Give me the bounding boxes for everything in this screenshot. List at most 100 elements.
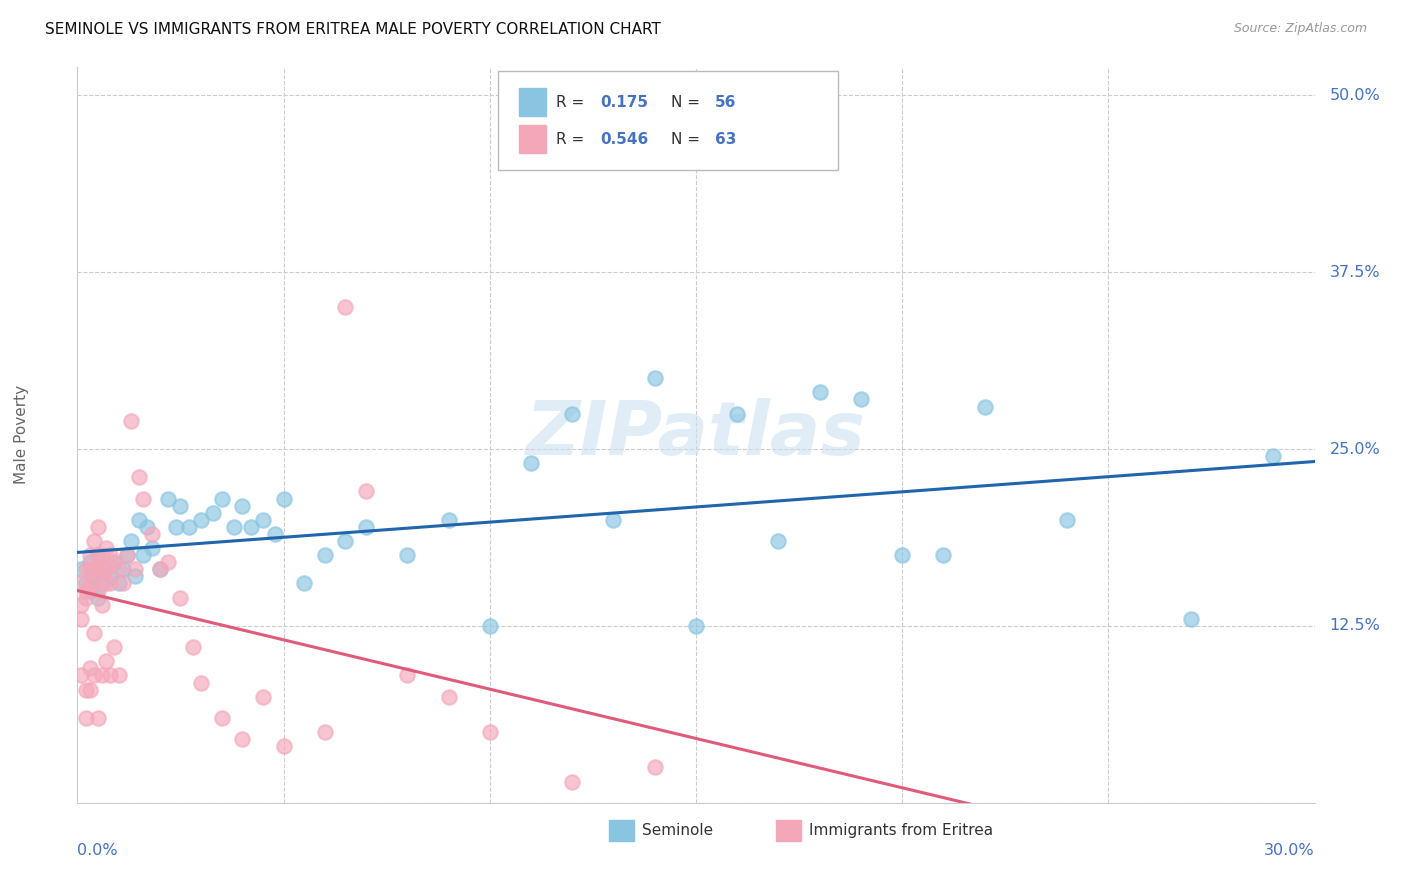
Point	[115, 548, 138, 562]
Point	[70, 598, 93, 612]
Point	[83, 562, 105, 576]
Point	[354, 520, 377, 534]
Text: Seminole: Seminole	[641, 823, 713, 838]
Point	[561, 407, 583, 421]
Point	[181, 640, 204, 654]
Point	[98, 548, 121, 562]
Point	[849, 392, 872, 407]
Point	[141, 527, 163, 541]
Point	[561, 774, 583, 789]
Text: 25.0%: 25.0%	[1330, 442, 1381, 457]
Text: 37.5%: 37.5%	[1330, 265, 1381, 279]
Point	[103, 555, 125, 569]
Point	[1180, 612, 1202, 626]
Point	[87, 520, 110, 534]
Point	[808, 385, 831, 400]
Point	[91, 576, 114, 591]
Text: 63: 63	[714, 131, 735, 146]
Point	[98, 668, 121, 682]
Point	[891, 548, 914, 562]
Point	[120, 533, 142, 548]
Point	[103, 555, 125, 569]
Point	[107, 562, 129, 576]
Point	[96, 562, 118, 576]
Point	[768, 533, 790, 548]
Point	[70, 612, 93, 626]
Text: 50.0%: 50.0%	[1330, 87, 1381, 103]
Point	[98, 576, 121, 591]
Point	[111, 562, 134, 576]
Point	[87, 591, 110, 605]
Point	[87, 548, 110, 562]
Point	[96, 654, 118, 668]
Text: 56: 56	[714, 95, 735, 110]
Point	[83, 668, 105, 682]
Point	[211, 711, 233, 725]
Text: Male Poverty: Male Poverty	[14, 385, 30, 484]
Point	[396, 548, 419, 562]
Point	[314, 548, 336, 562]
Point	[644, 760, 666, 774]
FancyBboxPatch shape	[498, 70, 838, 170]
Text: 12.5%: 12.5%	[1330, 618, 1381, 633]
Point	[252, 513, 274, 527]
Point	[973, 400, 995, 414]
Point	[103, 640, 125, 654]
Point	[141, 541, 163, 555]
Point	[165, 520, 187, 534]
Point	[124, 569, 146, 583]
Point	[83, 569, 105, 583]
Point	[75, 682, 97, 697]
Point	[169, 499, 191, 513]
Point	[231, 499, 253, 513]
Point	[79, 661, 101, 675]
Point	[685, 619, 707, 633]
Point	[87, 548, 110, 562]
Point	[70, 668, 93, 682]
Point	[79, 583, 101, 598]
Point	[107, 668, 129, 682]
Point	[396, 668, 419, 682]
Point	[273, 491, 295, 506]
Text: 0.546: 0.546	[600, 131, 650, 146]
Point	[239, 520, 262, 534]
Point	[75, 562, 97, 576]
Point	[273, 739, 295, 754]
Point	[98, 569, 121, 583]
Point	[96, 576, 118, 591]
Point	[190, 513, 212, 527]
Point	[87, 711, 110, 725]
Point	[75, 711, 97, 725]
Point	[70, 562, 93, 576]
Point	[83, 626, 105, 640]
Point	[149, 562, 172, 576]
Point	[96, 541, 118, 555]
Point	[252, 690, 274, 704]
Point	[79, 548, 101, 562]
Point	[437, 690, 460, 704]
Point	[83, 533, 105, 548]
Bar	[609, 821, 634, 841]
Point	[169, 591, 191, 605]
Point	[520, 456, 543, 470]
Point	[87, 562, 110, 576]
Point	[87, 583, 110, 598]
Point	[644, 371, 666, 385]
Point	[335, 533, 357, 548]
Point	[132, 491, 155, 506]
Point	[354, 484, 377, 499]
Point	[115, 548, 138, 562]
Text: R =: R =	[557, 131, 589, 146]
Point	[132, 548, 155, 562]
Bar	[519, 125, 547, 153]
Point	[264, 527, 287, 541]
Point	[177, 520, 200, 534]
Point	[107, 576, 129, 591]
Point	[602, 513, 624, 527]
Text: R =: R =	[557, 95, 589, 110]
Point	[111, 576, 134, 591]
Text: SEMINOLE VS IMMIGRANTS FROM ERITREA MALE POVERTY CORRELATION CHART: SEMINOLE VS IMMIGRANTS FROM ERITREA MALE…	[45, 22, 661, 37]
Point	[124, 562, 146, 576]
Text: Source: ZipAtlas.com: Source: ZipAtlas.com	[1233, 22, 1367, 36]
Point	[75, 591, 97, 605]
